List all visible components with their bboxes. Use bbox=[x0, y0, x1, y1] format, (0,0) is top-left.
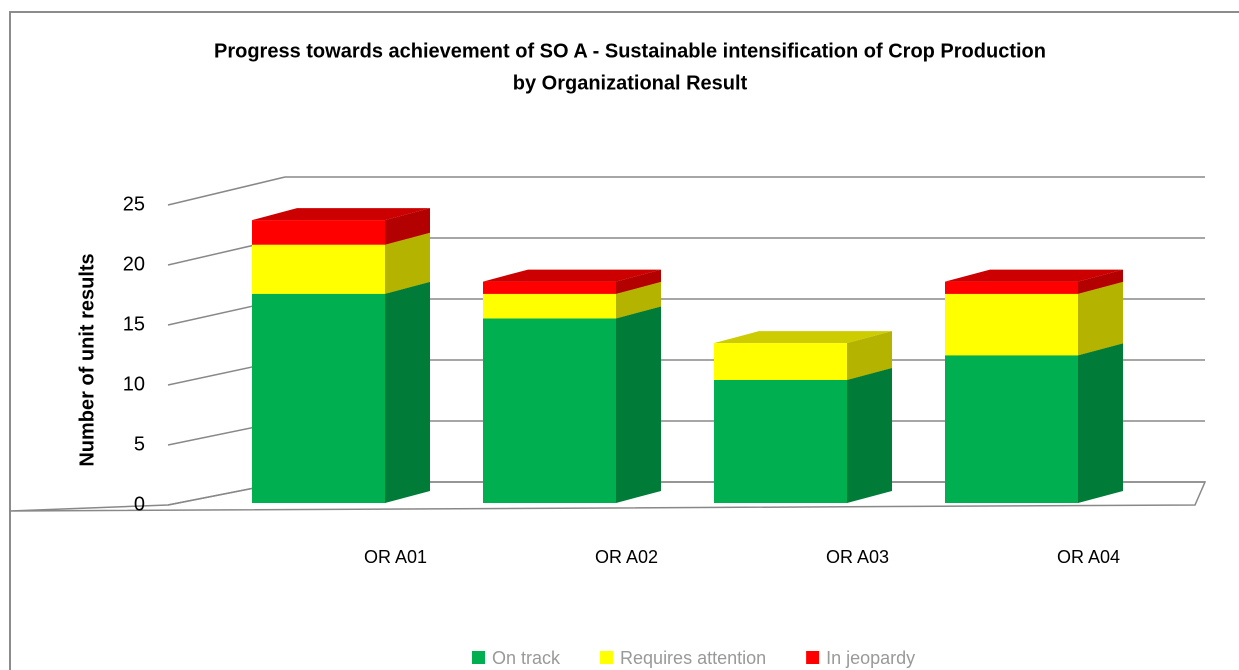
chart-title: Progress towards achievement of SO A - S… bbox=[214, 40, 1046, 62]
y-tick-label: 10 bbox=[123, 373, 145, 395]
y-tick-label: 25 bbox=[123, 193, 145, 215]
bar-top bbox=[945, 269, 1123, 282]
x-tick-label: OR A01 bbox=[364, 547, 427, 567]
bar bbox=[483, 281, 616, 294]
bar-side bbox=[847, 331, 892, 380]
bar bbox=[252, 293, 385, 503]
bar bbox=[945, 355, 1078, 503]
bar bbox=[945, 281, 1078, 294]
bar-top bbox=[252, 208, 430, 221]
y-tick-label: 20 bbox=[123, 253, 145, 275]
bar-top bbox=[714, 331, 892, 344]
y-axis-label: Number of unit results bbox=[76, 253, 98, 466]
bar bbox=[714, 343, 847, 380]
bar bbox=[483, 318, 616, 503]
x-tick-label: OR A04 bbox=[1057, 547, 1120, 567]
bar-side bbox=[385, 232, 430, 294]
bar bbox=[252, 220, 385, 245]
y-tick-label: 15 bbox=[123, 313, 145, 335]
bar bbox=[252, 244, 385, 294]
y-tick-label: 5 bbox=[134, 433, 145, 455]
legend-label: In jeopardy bbox=[826, 648, 915, 668]
bar-side bbox=[1078, 269, 1123, 294]
bar-side bbox=[616, 306, 661, 503]
legend-swatch bbox=[600, 651, 614, 664]
legend-swatch bbox=[472, 651, 485, 664]
chart-title: by Organizational Result bbox=[513, 72, 748, 94]
bar-side bbox=[1078, 281, 1123, 356]
bar bbox=[945, 293, 1078, 356]
bar-side bbox=[847, 368, 892, 503]
grid-line bbox=[167, 176, 286, 206]
bar bbox=[714, 380, 847, 503]
bar-side bbox=[616, 269, 661, 294]
bar-side bbox=[385, 208, 430, 245]
legend-swatch bbox=[806, 651, 820, 664]
bar-side bbox=[1078, 343, 1123, 503]
x-tick-label: OR A02 bbox=[595, 547, 658, 567]
x-tick-label: OR A03 bbox=[826, 547, 889, 567]
legend-label: Requires attention bbox=[620, 648, 766, 668]
legend-label: On track bbox=[492, 648, 561, 668]
bar-side bbox=[385, 281, 430, 503]
bar-top bbox=[483, 269, 661, 282]
y-tick-label: 0 bbox=[134, 493, 145, 515]
bar-side bbox=[616, 281, 661, 319]
bar bbox=[483, 293, 616, 319]
